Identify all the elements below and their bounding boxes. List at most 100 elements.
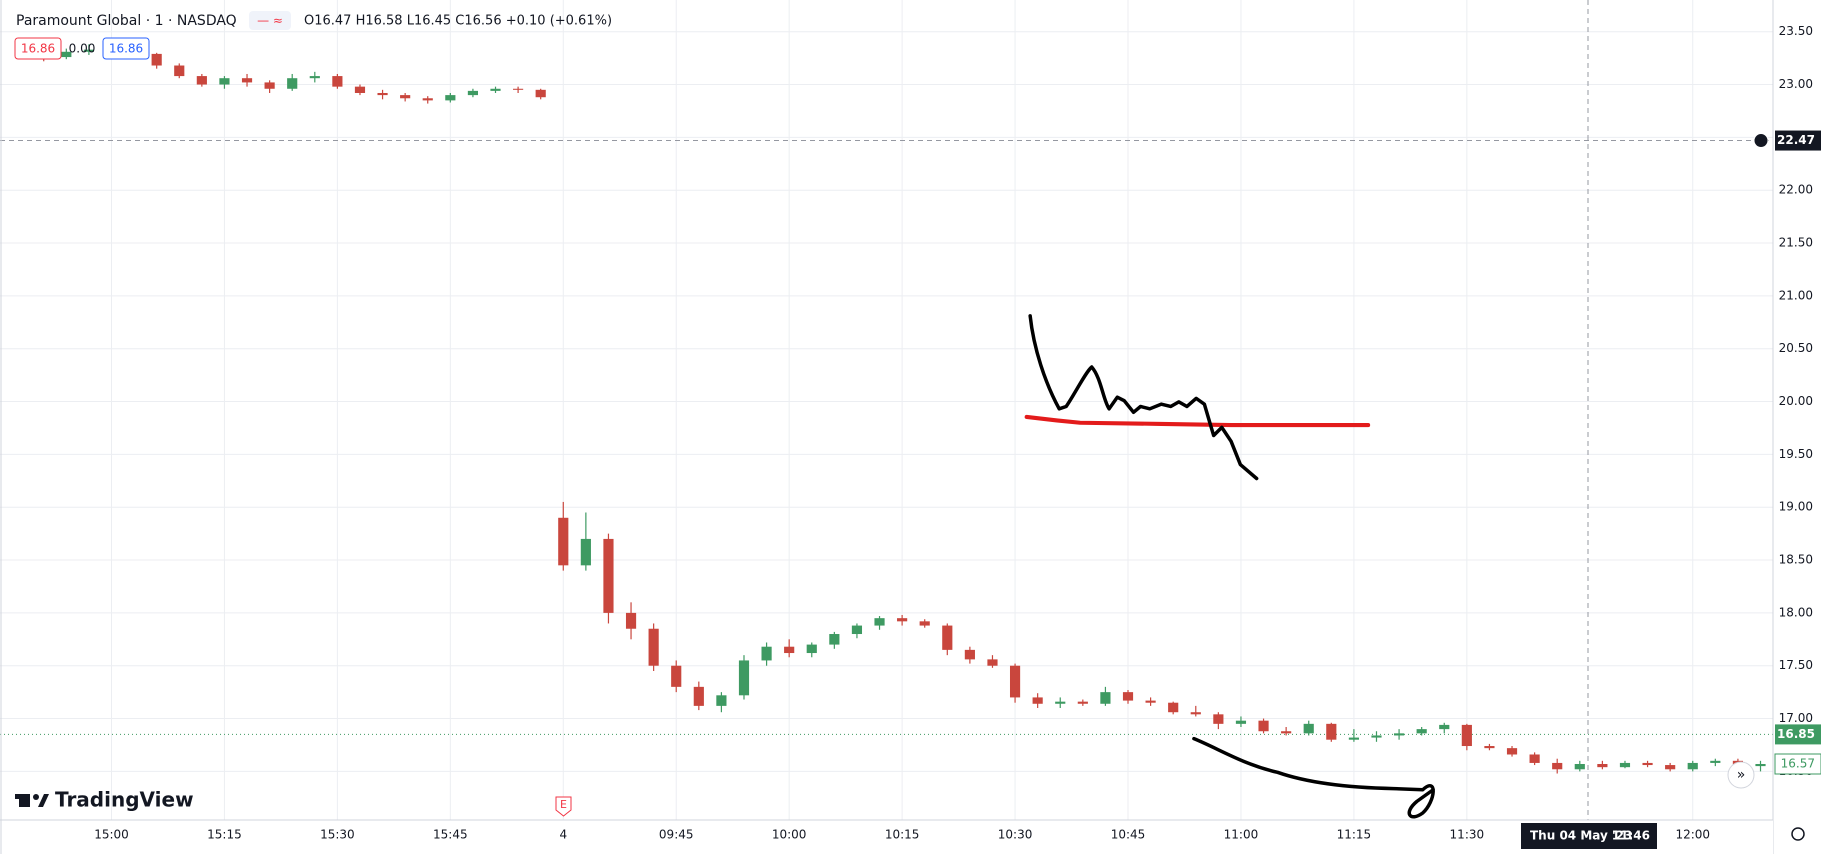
close-label: 16.57 (1781, 756, 1815, 770)
candle-body (174, 65, 185, 77)
crosshair-date: Thu 04 May '23 (1530, 829, 1632, 843)
candle-body (1303, 723, 1314, 734)
sell-button[interactable] (14, 37, 62, 60)
candle-body (1100, 692, 1111, 704)
candle-body (151, 53, 162, 66)
y-tick-label: 22.00 (1779, 183, 1813, 197)
y-tick-label: 23.00 (1779, 77, 1813, 91)
candle-body (919, 621, 930, 626)
crosshair-price-box (1775, 130, 1821, 151)
logo-mark (33, 794, 39, 800)
price-line-box (1775, 724, 1821, 745)
settings-button[interactable] (1791, 827, 1805, 841)
y-tick-label: 18.00 (1779, 605, 1813, 619)
candle-body (693, 686, 704, 706)
sell-price[interactable]: 16.86 (21, 42, 55, 56)
y-tick-label: 20.00 (1779, 394, 1813, 408)
scroll-icon: » (1737, 767, 1746, 783)
y-tick-label: 21.00 (1779, 288, 1813, 302)
candle-body (1461, 724, 1472, 747)
buy-button[interactable] (102, 37, 150, 60)
brand-name: TradingView (55, 788, 194, 812)
candle-body (1326, 723, 1337, 740)
x-tick-label: 11:15 (1337, 828, 1372, 842)
visibility-toggle[interactable] (249, 11, 291, 30)
candle-body (535, 89, 546, 98)
close-box (1774, 753, 1821, 775)
x-tick-label: 15:00 (94, 828, 129, 842)
event-marker-label[interactable]: E (560, 798, 567, 811)
candle-body (761, 646, 772, 661)
candle-body (1371, 735, 1382, 738)
crosshair-price-label: 22.47 (1777, 133, 1815, 147)
candle-body (1348, 737, 1359, 740)
candle-body (784, 646, 795, 654)
candle-body (1032, 697, 1043, 704)
x-tick-label: 11:30 (1450, 828, 1485, 842)
x-tick-label: 09:45 (659, 828, 694, 842)
candle-body (196, 76, 207, 85)
candle-body (1552, 762, 1563, 770)
candle-body (1710, 760, 1721, 763)
candle-body (1506, 748, 1518, 755)
candle-body (1145, 700, 1156, 703)
logo-mark (38, 794, 49, 807)
candle-body (1529, 754, 1540, 763)
buy-price[interactable]: 16.86 (109, 42, 143, 56)
legend-values: O16.47 H16.58 L16.45 C16.56 +0.10 (+0.61… (304, 14, 612, 29)
candle-body (264, 82, 275, 89)
x-tick-label: 10:15 (885, 828, 920, 842)
x-tick-label: 12:00 (1675, 828, 1710, 842)
candle-body (1416, 729, 1427, 734)
candle-body (897, 618, 908, 622)
candle-body (490, 88, 501, 91)
y-tick-label: 18.50 (1779, 553, 1813, 567)
x-tick-label: 4 (559, 828, 567, 842)
candle-body (851, 625, 863, 635)
candle-body (987, 659, 998, 666)
x-tick-label: 11:00 (1224, 828, 1259, 842)
crosshair-time: 11:46 (1612, 829, 1650, 843)
add-alert[interactable] (1753, 133, 1769, 149)
time-axis (0, 820, 1773, 854)
x-tick-label: 10:45 (1111, 828, 1146, 842)
candle-body (1687, 762, 1698, 770)
candle-body (1574, 763, 1585, 770)
candle-body (671, 665, 682, 687)
x-tick-label: 15:30 (320, 828, 355, 842)
candle-body (1597, 763, 1608, 768)
candle-body (1665, 765, 1676, 770)
candle-body (400, 95, 411, 99)
candle-body (1055, 701, 1066, 704)
candle-body (241, 78, 253, 83)
logo[interactable]: TradingView (15, 788, 194, 812)
candle-body (1619, 762, 1631, 768)
price-line-label: 16.85 (1777, 727, 1815, 741)
candles (16, 44, 1766, 774)
candle-body (1393, 733, 1405, 736)
candle-body (806, 644, 817, 654)
logo-mark (19, 794, 30, 807)
event-marker[interactable] (555, 796, 572, 817)
x-tick-label: 15:45 (433, 828, 468, 842)
candle-body (1755, 763, 1766, 767)
candle-body (603, 538, 614, 613)
y-tick-label: 19.50 (1779, 447, 1813, 461)
drawings (1024, 314, 1435, 819)
symbol-title[interactable]: Paramount Global · 1 · NASDAQ (16, 13, 237, 29)
grid (0, 0, 1773, 820)
candle-body (445, 95, 456, 101)
scroll-to-realtime[interactable] (1727, 761, 1755, 789)
candle-body (513, 88, 524, 90)
logo-mark (15, 794, 27, 799)
candle-body (1122, 692, 1134, 701)
y-tick-label: 19.00 (1779, 500, 1813, 514)
candle-body (1190, 712, 1201, 715)
candle-body (332, 76, 343, 87)
candle-body (942, 625, 953, 650)
candle-body (467, 90, 479, 96)
black-drawing (1192, 736, 1435, 819)
